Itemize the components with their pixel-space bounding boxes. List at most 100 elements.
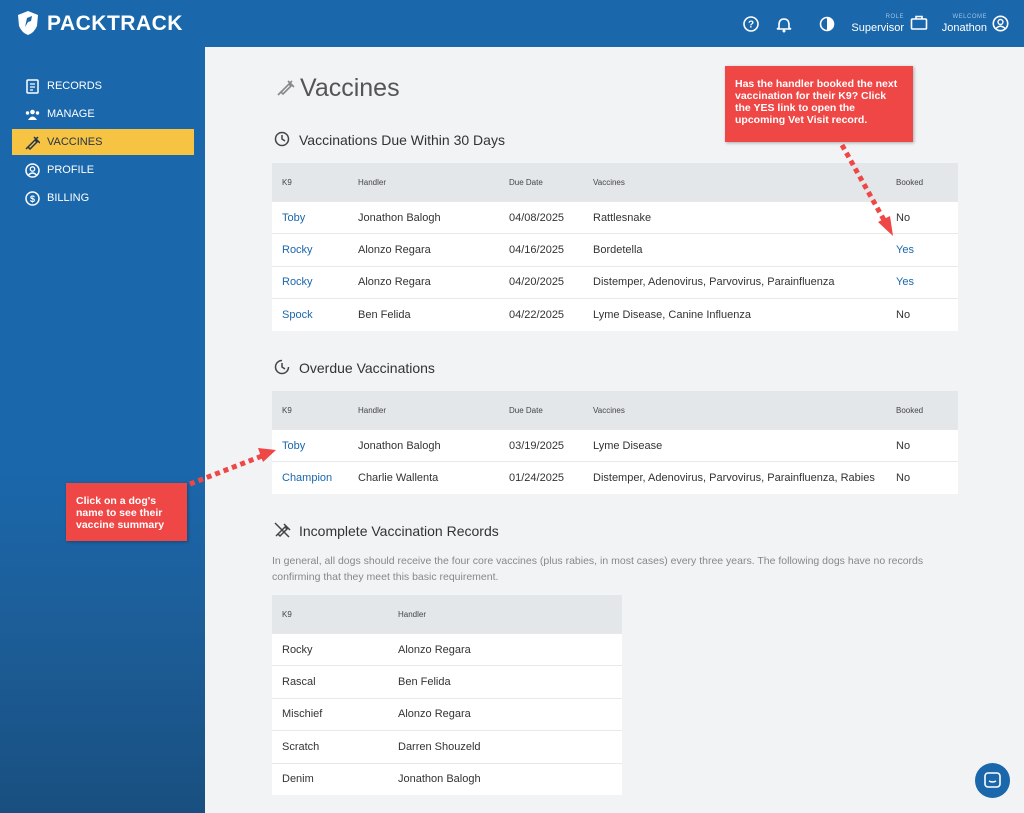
- vaccine-icon: [277, 80, 295, 96]
- column-header: Booked: [896, 177, 924, 187]
- cell: No: [896, 472, 911, 485]
- header-icons: ?: [743, 16, 835, 33]
- cell: Ben Felida: [358, 308, 411, 321]
- cell: 04/22/2025: [509, 308, 565, 321]
- cell: Alonzo Regara: [358, 244, 431, 257]
- cell: No: [896, 308, 911, 321]
- cell-link[interactable]: Rocky: [282, 276, 313, 289]
- nav-icon: [25, 163, 40, 178]
- table-row: Champion Charlie Wallenta 01/24/2025 Distem…: [272, 461, 958, 493]
- column-header: Handler: [398, 609, 427, 619]
- logo: [18, 11, 38, 35]
- cell: Darren Shouzeld: [398, 740, 481, 753]
- nav-label: VACCINES: [47, 136, 103, 148]
- cell: 01/24/2025: [509, 472, 565, 485]
- cell: 04/16/2025: [509, 244, 565, 257]
- user-icon[interactable]: [992, 15, 1009, 32]
- column-header: Handler: [358, 177, 387, 187]
- cell: Distemper, Adenovirus, Parvovirus, Parai…: [593, 276, 835, 289]
- user-name[interactable]: Jonathon: [941, 22, 987, 34]
- cell: Bordetella: [593, 244, 643, 257]
- cell: Lyme Disease: [593, 439, 663, 452]
- cell: Alonzo Regara: [398, 708, 471, 721]
- cell-link[interactable]: Rocky: [282, 244, 313, 257]
- cell: 04/08/2025: [509, 211, 565, 224]
- cell: Jonathon Balogh: [358, 439, 441, 452]
- table-row: Scratch Darren Shouzeld: [272, 730, 622, 762]
- description: In general, all dogs should receive the …: [272, 555, 924, 583]
- cell-link[interactable]: Yes: [896, 244, 914, 257]
- sidebar: RECORDS MANAGE VACCINES PROFILE $ BILLING: [0, 47, 205, 813]
- cell: Ben Felida: [398, 676, 451, 689]
- cell: Rattlesnake: [593, 211, 652, 224]
- table-row: Spock Ben Felida 04/22/2025 Lyme Disease, C…: [272, 298, 958, 330]
- nav-label: PROFILE: [47, 164, 95, 176]
- clock-icon: [274, 131, 290, 147]
- incomplete-icon: [274, 522, 291, 538]
- section-heading: Incomplete Vaccination Records: [299, 523, 499, 539]
- column-header: Handler: [358, 405, 387, 415]
- column-header: Booked: [896, 405, 924, 415]
- nav-item[interactable]: MANAGE: [12, 101, 194, 127]
- cell-link[interactable]: Toby: [282, 439, 306, 452]
- nav-icon: $: [25, 191, 40, 206]
- theme-icon[interactable]: [819, 16, 835, 32]
- cell: Jonathon Balogh: [398, 773, 481, 786]
- nav-label: MANAGE: [47, 108, 95, 120]
- cell-link[interactable]: Toby: [282, 211, 306, 224]
- cell: Jonathon Balogh: [358, 211, 441, 224]
- column-header: K9: [282, 405, 292, 415]
- nav-item[interactable]: $ BILLING: [12, 185, 194, 211]
- svg-text:?: ?: [748, 20, 754, 31]
- nav-icon: [25, 109, 40, 120]
- nav-item[interactable]: VACCINES: [12, 129, 194, 155]
- column-header: Vaccines: [593, 177, 625, 187]
- nav-item[interactable]: PROFILE: [12, 157, 194, 183]
- cell: No: [896, 439, 911, 452]
- cell: 04/20/2025: [509, 276, 565, 289]
- column-header: K9: [282, 609, 292, 619]
- table-row: Toby Jonathon Balogh 04/08/2025 Rattlesnake…: [272, 201, 958, 233]
- table-header: K9 Handler Due Date Vaccines Booked: [272, 163, 958, 201]
- column-header: Vaccines: [593, 405, 625, 415]
- nav-item[interactable]: RECORDS: [12, 73, 194, 99]
- cell: Denim: [282, 773, 314, 786]
- nav-icon: [25, 136, 40, 150]
- nav-label: RECORDS: [47, 80, 103, 92]
- cell: 03/19/2025: [509, 439, 565, 452]
- chat-button[interactable]: [975, 763, 1010, 798]
- callout: Click on a dog's name to see their vacci…: [66, 483, 187, 541]
- table-row: Rascal Ben Felida: [272, 665, 622, 697]
- overdue-icon: [274, 359, 290, 375]
- cell-link[interactable]: Spock: [282, 308, 313, 321]
- svg-text:$: $: [30, 194, 35, 204]
- role[interactable]: Supervisor: [851, 22, 904, 34]
- cell: Scratch: [282, 740, 320, 753]
- notifications-icon[interactable]: [776, 18, 792, 33]
- role-label: ROLE: [885, 14, 904, 20]
- cell: Alonzo Regara: [358, 276, 431, 289]
- incomplete-table: K9 Handler Rocky Alonzo Regara Rascal Ben Fel…: [272, 595, 622, 795]
- nav-label: BILLING: [47, 192, 90, 204]
- table-row: Toby Jonathon Balogh 03/19/2025 Lyme Diseas…: [272, 429, 958, 461]
- column-header: Due Date: [509, 177, 543, 187]
- cell: No: [896, 211, 911, 224]
- table-row: Rocky Alonzo Regara 04/20/2025 Distemper, A…: [272, 265, 958, 298]
- table-row: Rocky Alonzo Regara 04/16/2025 Bordetella Ye…: [272, 233, 958, 265]
- page-title: Vaccines: [300, 74, 400, 102]
- table-row: Rocky Alonzo Regara: [272, 633, 622, 665]
- overdue-table: K9 Handler Due Date Vaccines Booked Toby Jonat…: [272, 391, 958, 494]
- cell: Distemper, Adenovirus, Parvovirus, Parai…: [593, 472, 875, 485]
- help-icon[interactable]: ?: [743, 16, 759, 32]
- cell-link[interactable]: Champion: [282, 472, 333, 485]
- column-header: K9: [282, 177, 292, 187]
- section-heading: Vaccinations Due Within 30 Days: [299, 132, 505, 148]
- cell-link[interactable]: Yes: [896, 276, 914, 289]
- section-heading: Overdue Vaccinations: [299, 360, 435, 376]
- top-bar: PACKTRACK ? ROLE Supervisor WELCOME Jona…: [0, 0, 1024, 47]
- cell: Charlie Wallenta: [358, 472, 439, 485]
- table-row: Mischief Alonzo Regara: [272, 697, 622, 730]
- role-icon[interactable]: [910, 15, 928, 31]
- cell: Alonzo Regara: [398, 643, 471, 656]
